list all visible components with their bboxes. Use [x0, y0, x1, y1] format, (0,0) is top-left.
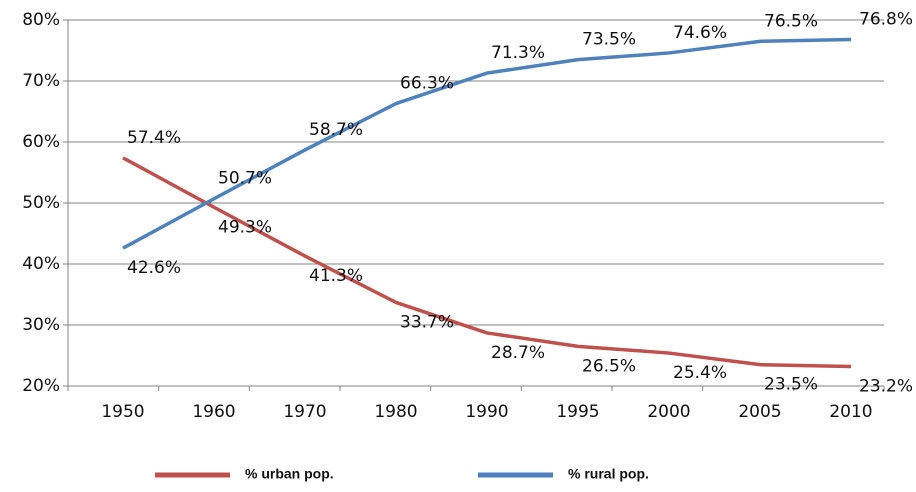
data-label: 26.5% [582, 356, 636, 376]
x-tick-label: 2005 [738, 402, 781, 422]
legend-text: % rural pop. [568, 466, 649, 482]
y-tick-label: 30% [22, 315, 60, 335]
data-label: 49.3% [218, 217, 272, 237]
data-label: 50.7% [218, 169, 272, 189]
data-label: 57.4% [127, 128, 181, 148]
data-label: 42.6% [127, 258, 181, 278]
x-tick-label: 1995 [556, 402, 599, 422]
legend-text: % urban pop. [245, 466, 334, 482]
data-label: 41.3% [309, 266, 363, 286]
y-tick-label: 60% [22, 132, 60, 152]
data-label: 76.8% [859, 10, 913, 30]
x-tick-label: 1960 [192, 402, 235, 422]
data-label: 23.2% [859, 376, 913, 396]
series-line [122, 37, 852, 250]
y-tick-label: 20% [22, 376, 60, 396]
data-label: 23.5% [764, 375, 818, 395]
series-line [122, 156, 852, 369]
x-tick-label: 2010 [829, 402, 872, 422]
data-label: 73.5% [582, 30, 636, 50]
data-label: 33.7% [400, 312, 454, 332]
data-label: 58.7% [309, 120, 363, 140]
x-tick-label: 1970 [283, 402, 326, 422]
x-tick-label: 1990 [465, 402, 508, 422]
data-label: 71.3% [491, 43, 545, 63]
y-tick-label: 40% [22, 254, 60, 274]
data-label: 66.3% [400, 74, 454, 94]
data-label: 74.6% [673, 23, 727, 43]
data-label: 25.4% [673, 363, 727, 383]
y-tick-label: 80% [22, 10, 60, 30]
y-tick-label: 50% [22, 193, 60, 213]
x-tick-label: 2000 [647, 402, 690, 422]
x-tick-label: 1980 [374, 402, 417, 422]
x-tick-label: 1950 [101, 402, 144, 422]
y-tick-label: 70% [22, 71, 60, 91]
data-label: 28.7% [491, 343, 545, 363]
data-label: 76.5% [764, 11, 818, 31]
